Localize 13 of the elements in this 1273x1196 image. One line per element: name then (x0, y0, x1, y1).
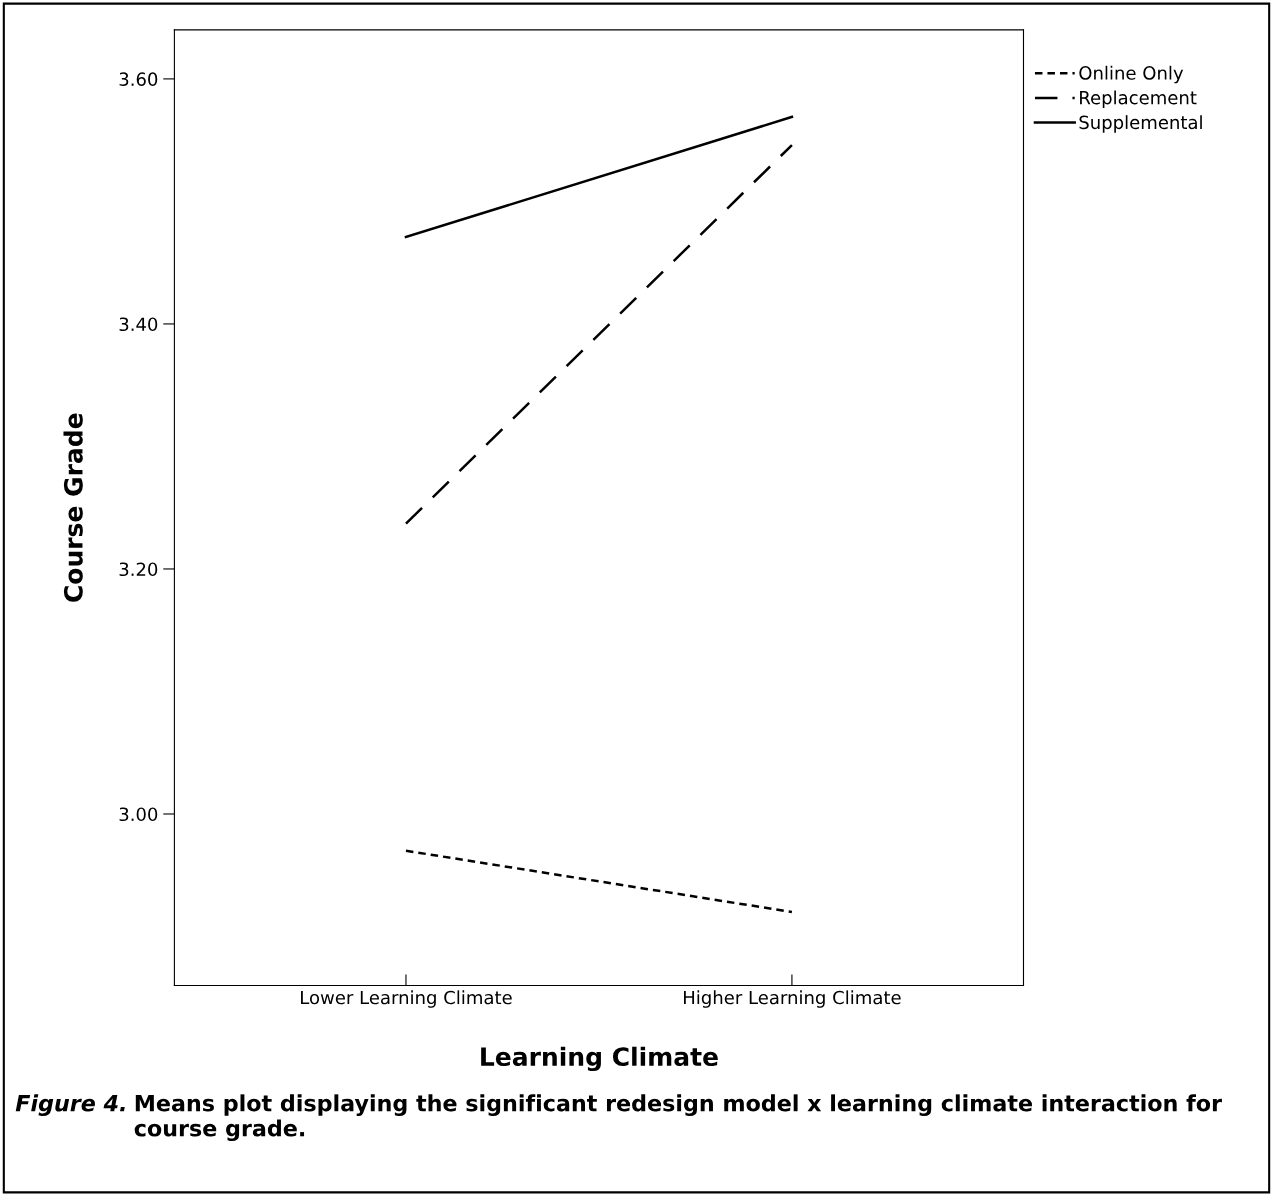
caption: Figure 4. (15, 1094, 125, 1117)
y-tick-label: 3.40 (119, 317, 158, 332)
x-axis-title: Learning Climate (481, 1046, 718, 1072)
x-tick-label: Higher Learning Climate (684, 990, 901, 1008)
y-tick-label: 3.60 (119, 72, 158, 87)
x-tick-label: Lower Learning Climate (301, 990, 512, 1008)
legend-label: Supplemental (1079, 115, 1202, 133)
legend-label: Replacement (1080, 90, 1197, 108)
y-axis-title: Course Grade (63, 413, 83, 602)
text: Means plot displaying the significant redesign model x learning climate interaction for course grade. (134, 1094, 1222, 1142)
y-tick-label: 3.20 (119, 562, 158, 577)
y-tick-label: 3.00 (119, 807, 158, 822)
legend-label: Online Only (1079, 65, 1184, 84)
